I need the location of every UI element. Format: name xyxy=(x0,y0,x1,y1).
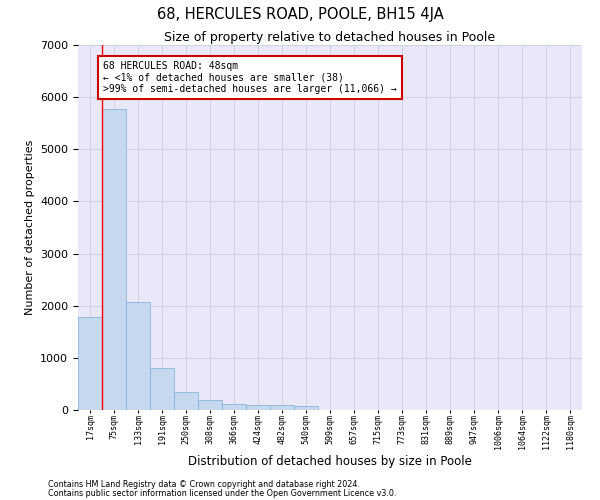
X-axis label: Distribution of detached houses by size in Poole: Distribution of detached houses by size … xyxy=(188,454,472,468)
Bar xyxy=(175,392,197,410)
Text: 68, HERCULES ROAD, POOLE, BH15 4JA: 68, HERCULES ROAD, POOLE, BH15 4JA xyxy=(157,8,443,22)
Bar xyxy=(151,368,173,410)
Text: Contains public sector information licensed under the Open Government Licence v3: Contains public sector information licen… xyxy=(48,490,397,498)
Bar xyxy=(247,405,269,410)
Bar xyxy=(127,302,149,410)
Bar xyxy=(79,317,101,410)
Bar xyxy=(223,404,245,410)
Text: Contains HM Land Registry data © Crown copyright and database right 2024.: Contains HM Land Registry data © Crown c… xyxy=(48,480,360,489)
Y-axis label: Number of detached properties: Number of detached properties xyxy=(25,140,35,315)
Bar xyxy=(271,405,293,410)
Bar xyxy=(199,400,221,410)
Text: 68 HERCULES ROAD: 48sqm
← <1% of detached houses are smaller (38)
>99% of semi-d: 68 HERCULES ROAD: 48sqm ← <1% of detache… xyxy=(103,60,397,94)
Title: Size of property relative to detached houses in Poole: Size of property relative to detached ho… xyxy=(164,31,496,44)
Bar xyxy=(103,108,125,410)
Bar xyxy=(295,406,317,410)
